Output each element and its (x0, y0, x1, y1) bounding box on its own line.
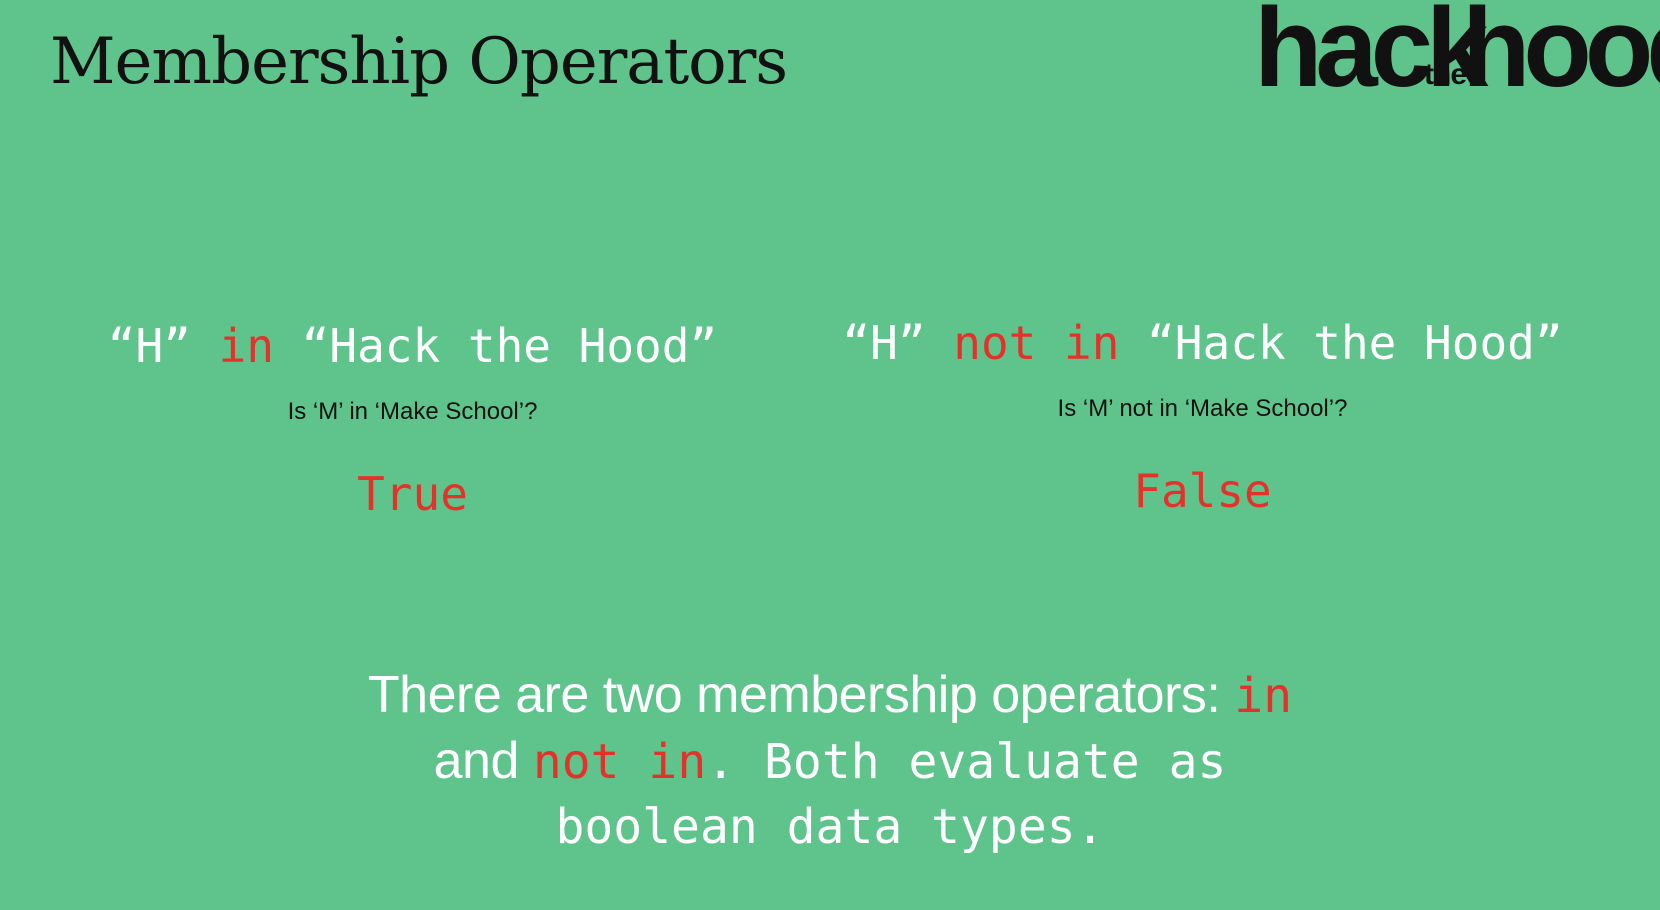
summary-line-1: There are two membership operators: in (0, 662, 1660, 728)
not-in-expression: “H” not in “Hack the Hood” (790, 313, 1615, 373)
summary-line-1-text: There are two membership operators: (367, 666, 1235, 724)
summary-line-3-text: boolean data types. (555, 799, 1105, 855)
hack-the-hood-logo: hack the hood (1252, 0, 1660, 110)
summary-line-2: and not in. Both evaluate as (0, 728, 1660, 794)
summary-text: There are two membership operators: in a… (0, 662, 1660, 860)
logo-word-hood: hood (1462, 0, 1660, 110)
not-in-question: Is ‘M’ not in ‘Make School’? (1057, 395, 1348, 422)
logo-word-hack: hack (1254, 0, 1488, 110)
not-in-result: False (1133, 464, 1272, 518)
slide-title: Membership Operators (50, 25, 788, 99)
summary-line-2-text: and (433, 732, 533, 790)
in-operator: in (218, 319, 275, 373)
not-in-operator: not in (953, 316, 1120, 370)
summary-line-2-rest: . Both evaluate as (706, 734, 1227, 790)
summary-line-3: boolean data types. (0, 794, 1660, 860)
logo-word-the: the (1424, 58, 1467, 91)
summary-in-keyword: in (1234, 668, 1293, 724)
in-expression-left: “H” (107, 319, 219, 373)
in-expression: “H” in “Hack the Hood” (40, 316, 785, 376)
in-example: “H” in “Hack the Hood” Is ‘M’ in ‘Make S… (40, 316, 785, 524)
in-question: Is ‘M’ in ‘Make School’? (287, 398, 538, 425)
summary-not-in-keyword: not in (532, 734, 707, 790)
not-in-expression-right: “Hack the Hood” (1119, 316, 1563, 370)
not-in-expression-left: “H” (842, 316, 954, 370)
in-result: True (357, 467, 468, 521)
in-expression-right: “Hack the Hood” (274, 319, 718, 373)
not-in-example: “H” not in “Hack the Hood” Is ‘M’ not in… (790, 313, 1615, 521)
